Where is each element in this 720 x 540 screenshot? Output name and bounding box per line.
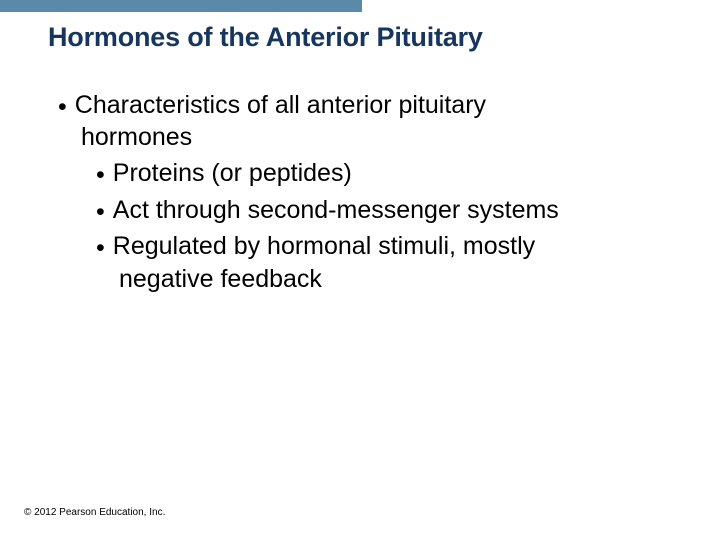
slide-body: • Characteristics of all anterior pituit… bbox=[0, 53, 720, 295]
bullet-level2: • Proteins (or peptides) bbox=[96, 157, 668, 190]
bullet-glyph: • bbox=[58, 95, 67, 120]
bullet-level2-text-cont: negative feedback bbox=[119, 265, 322, 293]
bullet-level1-text: Characteristics of all anterior pituitar… bbox=[75, 89, 486, 121]
bullet-level2-text: Proteins (or peptides) bbox=[113, 157, 352, 190]
bullet-glyph: • bbox=[96, 163, 105, 188]
bullet-level2: • Act through second-messenger systems bbox=[96, 194, 668, 227]
bullet-level2: • Regulated by hormonal stimuli, mostly … bbox=[96, 230, 668, 295]
bullet-glyph: • bbox=[96, 236, 105, 261]
copyright-footer: © 2012 Pearson Education, Inc. bbox=[24, 507, 165, 518]
bullet-glyph: • bbox=[96, 200, 105, 225]
bullet-level2-text: Regulated by hormonal stimuli, mostly bbox=[113, 230, 535, 263]
accent-top-bar bbox=[0, 0, 362, 12]
bullet-level1-text-cont: hormones bbox=[81, 123, 192, 151]
slide-title: Hormones of the Anterior Pituitary bbox=[48, 22, 720, 53]
bullet-level2-text: Act through second-messenger systems bbox=[113, 194, 559, 227]
bullet-level2-list: • Proteins (or peptides) • Act through s… bbox=[58, 157, 668, 295]
bullet-level1: • Characteristics of all anterior pituit… bbox=[58, 89, 668, 295]
